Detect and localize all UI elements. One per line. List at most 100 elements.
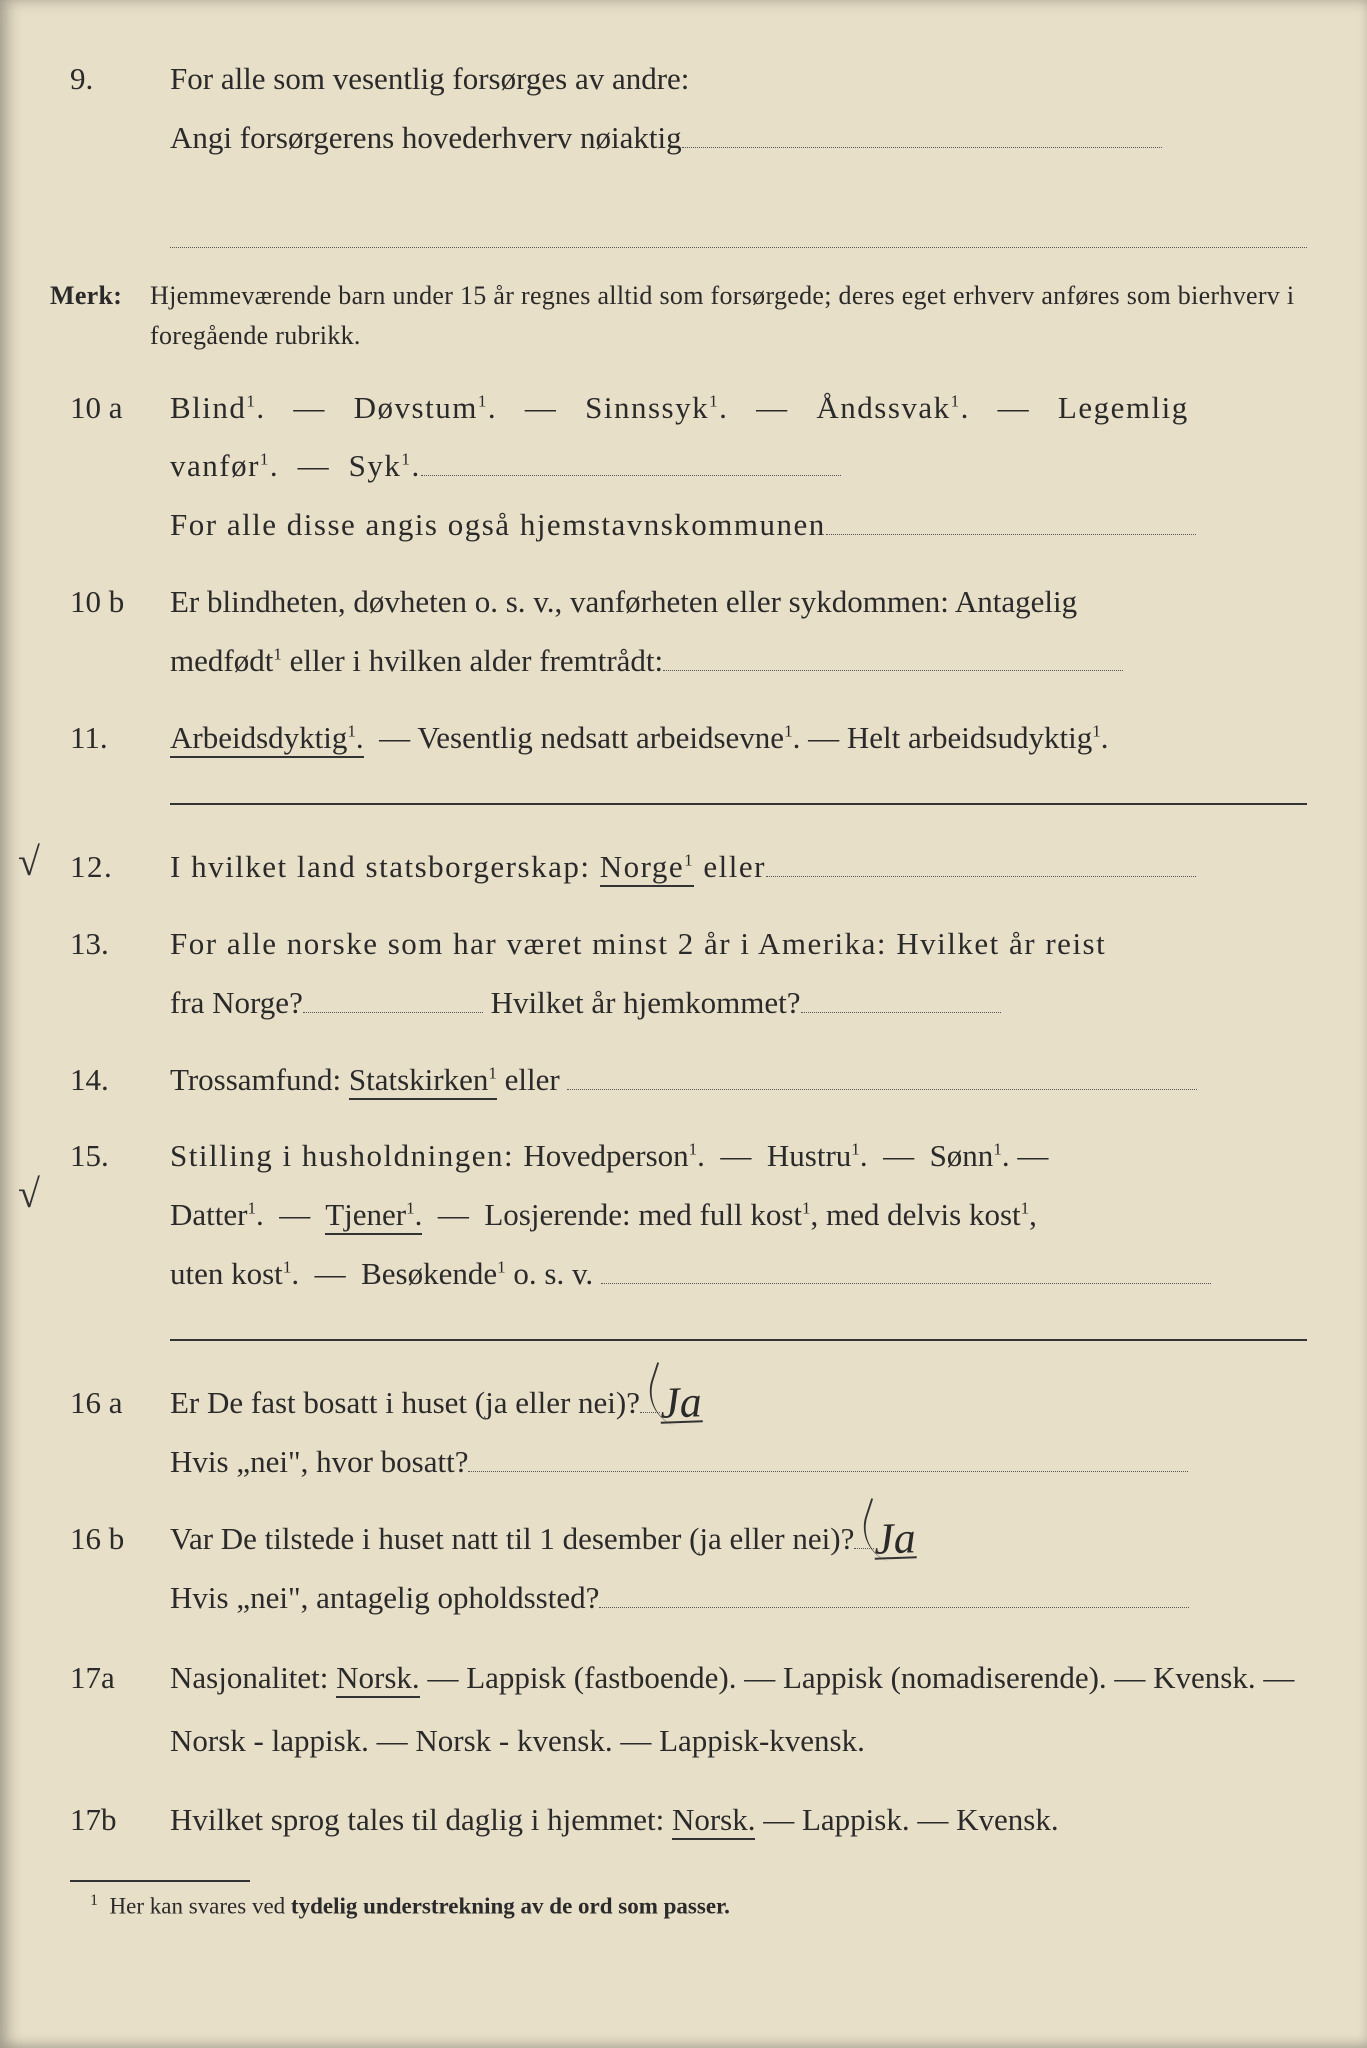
opt-sonn[interactable]: Sønn1. bbox=[930, 1138, 1010, 1173]
opt-delvis-kost[interactable]: , med delvis kost1, bbox=[811, 1197, 1037, 1232]
merk-text: Hjemmeværende barn under 15 år regnes al… bbox=[150, 276, 1307, 357]
q10a-line3: For alle disse angis også hjemstavnskomm… bbox=[170, 507, 826, 542]
q16b-content: Var De tilstede i huset natt til 1 desem… bbox=[170, 1510, 1307, 1628]
question-14: 14. Trossamfund: Statskirken1 eller bbox=[50, 1051, 1307, 1110]
q17a-content: Nasjonalitet: Norsk. — Lappisk (fastboen… bbox=[170, 1646, 1307, 1773]
q10b-content: Er blindheten, døvheten o. s. v., vanfør… bbox=[170, 573, 1307, 691]
question-9: 9. For alle som vesentlig forsørges av a… bbox=[50, 50, 1307, 258]
opt-nedsatt[interactable]: Vesentlig nedsatt arbeidsevne1. bbox=[417, 720, 800, 755]
footnote-marker: 1 bbox=[90, 1892, 98, 1909]
question-11: 11. Arbeidsdyktig1. — Vesentlig nedsatt … bbox=[50, 709, 1307, 820]
q13-content: For alle norske som har været minst 2 år… bbox=[170, 915, 1307, 1033]
q14-number: 14. bbox=[50, 1051, 170, 1110]
census-form-page: 9. For alle som vesentlig forsørges av a… bbox=[0, 0, 1367, 2048]
q16a-blank[interactable] bbox=[468, 1471, 1188, 1472]
opt-sinnssyk[interactable]: Sinnssyk1. bbox=[585, 390, 728, 425]
q13-line1: For alle norske som har været minst 2 år… bbox=[170, 926, 1106, 961]
question-15: 15. Stilling i husholdningen: Hovedperso… bbox=[50, 1127, 1307, 1356]
q16b-line2: Hvis „nei", antagelig opholdssted? bbox=[170, 1580, 599, 1615]
opt-syk[interactable]: Syk1. bbox=[349, 448, 421, 483]
q16b-line1: Var De tilstede i huset natt til 1 desem… bbox=[170, 1521, 854, 1556]
q17b-rest[interactable]: — Lappisk. — Kvensk. bbox=[755, 1802, 1058, 1837]
q17b-pre: Hvilket sprog tales til daglig i hjemmet… bbox=[170, 1802, 672, 1837]
q16a-line1: Er De fast bosatt i huset (ja eller nei)… bbox=[170, 1385, 640, 1420]
opt-andssvak[interactable]: Åndssvak1. bbox=[816, 390, 970, 425]
footnote: 1 Her kan svares ved tydelig understrekn… bbox=[50, 1892, 1307, 1920]
q10b-number: 10 b bbox=[50, 573, 170, 632]
q16a-content: Er De fast bosatt i huset (ja eller nei)… bbox=[170, 1374, 1307, 1492]
opt-dovstum[interactable]: Døvstum1. bbox=[354, 390, 497, 425]
q10b-medfodt[interactable]: medfødt1 bbox=[170, 643, 282, 678]
q10b-line2-post: eller i hvilken alder fremtrådt: bbox=[282, 643, 663, 678]
q9-blank[interactable] bbox=[682, 147, 1162, 148]
footnote-bold: tydelig understrekning av de ord som pas… bbox=[291, 1893, 730, 1918]
q15-selected-tjener[interactable]: Tjener1. bbox=[325, 1197, 422, 1235]
q16b-blank[interactable] bbox=[599, 1607, 1189, 1608]
q12-pre: I hvilket land statsborgerskap: bbox=[170, 849, 600, 884]
q15-number: 15. bbox=[50, 1127, 170, 1186]
opt-hustru[interactable]: Hustru1. bbox=[767, 1138, 868, 1173]
opt-losjerende-full[interactable]: Losjerende: med full kost1 bbox=[484, 1197, 810, 1232]
q9-line1: For alle som vesentlig forsørges av andr… bbox=[170, 61, 689, 96]
question-10a: 10 a Blind1. — Døvstum1. — Sinnssyk1. — … bbox=[50, 379, 1307, 556]
q10a-blank2[interactable] bbox=[826, 534, 1196, 535]
q17b-number: 17b bbox=[50, 1791, 170, 1850]
q17b-selected-norsk[interactable]: Norsk. bbox=[672, 1802, 756, 1840]
question-17a: 17a Nasjonalitet: Norsk. — Lappisk (fast… bbox=[50, 1646, 1307, 1773]
q9-line2-text: Angi forsørgerens hovederhverv nøiaktig bbox=[170, 120, 682, 155]
q12-number: 12. bbox=[50, 838, 170, 897]
q13-blank1[interactable] bbox=[303, 1012, 483, 1013]
q17b-content: Hvilket sprog tales til daglig i hjemmet… bbox=[170, 1791, 1307, 1850]
q17a-selected-norsk[interactable]: Norsk. bbox=[336, 1660, 420, 1698]
q16a-answer-ja: Ja bbox=[659, 1383, 702, 1424]
opt-uten-kost[interactable]: uten kost1. bbox=[170, 1256, 299, 1291]
footnote-pre: Her kan svares ved bbox=[110, 1893, 291, 1918]
question-17b: 17b Hvilket sprog tales til daglig i hje… bbox=[50, 1791, 1307, 1850]
q16b-number: 16 b bbox=[50, 1510, 170, 1569]
q10a-content: Blind1. — Døvstum1. — Sinnssyk1. — Åndss… bbox=[170, 379, 1307, 556]
q13-line2a: fra Norge? bbox=[170, 985, 303, 1020]
opt-datter[interactable]: Datter1. bbox=[170, 1197, 264, 1232]
q14-content: Trossamfund: Statskirken1 eller bbox=[170, 1051, 1307, 1110]
question-12: 12. I hvilket land statsborgerskap: Norg… bbox=[50, 838, 1307, 897]
q16a-number: 16 a bbox=[50, 1374, 170, 1433]
q11-number: 11. bbox=[50, 709, 170, 768]
q10a-number: 10 a bbox=[50, 379, 170, 438]
opt-besokende[interactable]: Besøkende1 bbox=[361, 1256, 506, 1291]
merk-note: Merk: Hjemmeværende barn under 15 år reg… bbox=[50, 276, 1307, 357]
q16b-answer-ja: Ja bbox=[874, 1519, 917, 1560]
q9-number: 9. bbox=[50, 50, 170, 109]
opt-udyktig[interactable]: Helt arbeidsudyktig1. bbox=[847, 720, 1109, 755]
opt-arbeidsdyktig[interactable]: Arbeidsdyktig1. bbox=[170, 720, 364, 758]
q16a-line2: Hvis „nei", hvor bosatt? bbox=[170, 1444, 468, 1479]
question-16a: 16 a Er De fast bosatt i huset (ja eller… bbox=[50, 1374, 1307, 1492]
q15-content: Stilling i husholdningen: Hovedperson1. … bbox=[170, 1127, 1307, 1356]
q15-blank[interactable] bbox=[601, 1283, 1211, 1284]
opt-blind[interactable]: Blind1. bbox=[170, 390, 266, 425]
q10a-blank1[interactable] bbox=[421, 475, 841, 476]
q12-selected-norge[interactable]: Norge1 bbox=[600, 849, 694, 887]
q13-blank2[interactable] bbox=[801, 1012, 1001, 1013]
q14-post: eller bbox=[497, 1062, 560, 1097]
question-16b: 16 b Var De tilstede i huset natt til 1 … bbox=[50, 1510, 1307, 1628]
opt-vanfor[interactable]: vanfør1. bbox=[170, 448, 279, 483]
opt-legemlig[interactable]: Legemlig bbox=[1058, 390, 1189, 425]
q12-blank[interactable] bbox=[766, 876, 1196, 877]
q9-blank-line[interactable] bbox=[170, 210, 1307, 248]
q14-pre: Trossamfund: bbox=[170, 1062, 349, 1097]
q15-pre: Stilling i husholdningen: bbox=[170, 1138, 523, 1173]
q14-blank[interactable] bbox=[567, 1089, 1197, 1090]
q11-content: Arbeidsdyktig1. — Vesentlig nedsatt arbe… bbox=[170, 709, 1307, 820]
checkmark-q15: √ bbox=[18, 1170, 40, 1217]
opt-hovedperson[interactable]: Hovedperson1. bbox=[523, 1138, 705, 1173]
q13-line2b: Hvilket år hjemkommet? bbox=[483, 985, 801, 1020]
q14-selected-statskirken[interactable]: Statskirken1 bbox=[349, 1062, 497, 1100]
merk-label: Merk: bbox=[50, 276, 150, 316]
checkmark-q12: √ bbox=[18, 838, 40, 885]
q17a-number: 17a bbox=[50, 1649, 170, 1708]
q15-osv: o. s. v. bbox=[506, 1256, 594, 1291]
q12-post: eller bbox=[694, 849, 766, 884]
q10b-blank[interactable] bbox=[663, 670, 1123, 671]
divider-after-11 bbox=[170, 803, 1307, 805]
q9-content: For alle som vesentlig forsørges av andr… bbox=[170, 50, 1307, 258]
